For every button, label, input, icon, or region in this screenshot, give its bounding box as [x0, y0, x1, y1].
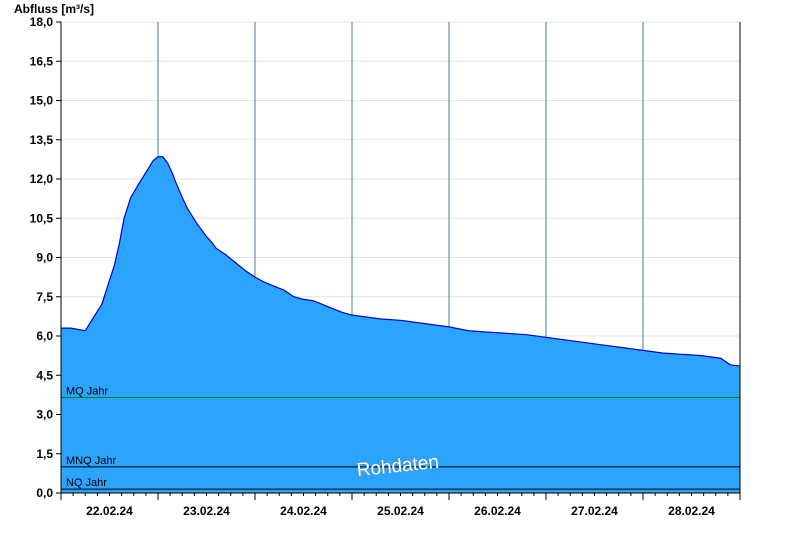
y-tick-label: 16,5	[30, 54, 54, 68]
y-tick-label: 6,0	[36, 329, 53, 343]
x-tick-label: 23.02.24	[183, 504, 230, 518]
x-tick-label: 24.02.24	[280, 504, 327, 518]
reference-lines: MQ Jahr MNQ Jahr NQ Jahr	[61, 385, 740, 490]
y-tick-label: 15,0	[30, 94, 54, 108]
y-tick-label: 0,0	[36, 486, 53, 500]
y-tick-label: 1,5	[36, 447, 53, 461]
x-tick-label: 28.02.24	[668, 504, 715, 518]
x-tick-label: 27.02.24	[571, 504, 618, 518]
y-tick-label: 4,5	[36, 368, 53, 382]
y-axis-label: Abfluss [m³/s]	[14, 2, 94, 16]
x-tick-label: 22.02.24	[86, 504, 133, 518]
axes: 0,0 1,5 3,0 4,5 6,0 7,5 9,0 10,5 12,0 13,5 15,0 16,…	[30, 15, 741, 518]
ref-label: MQ Jahr	[66, 385, 109, 397]
x-tick-label: 26.02.24	[474, 504, 521, 518]
y-tick-label: 10,5	[30, 211, 54, 225]
series-fill	[61, 156, 740, 493]
y-tick-label: 12,0	[30, 172, 54, 186]
ref-label: MNQ Jahr	[66, 455, 116, 467]
series-area	[61, 156, 741, 493]
y-tick-label: 3,0	[36, 408, 53, 422]
y-tick-label: 13,5	[30, 133, 54, 147]
y-tick-label: 18,0	[30, 15, 54, 29]
ref-label: NQ Jahr	[66, 477, 107, 489]
series-line	[61, 156, 741, 367]
y-tick-label: 7,5	[36, 290, 53, 304]
y-tick-label: 9,0	[36, 251, 53, 265]
x-tick-label: 25.02.24	[377, 504, 424, 518]
